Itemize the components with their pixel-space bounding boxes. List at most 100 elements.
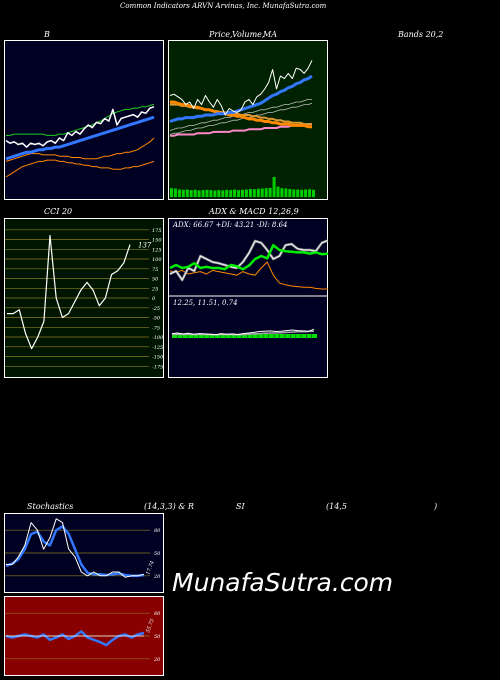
volume-bar <box>268 187 272 197</box>
volume-bar <box>300 189 304 197</box>
price-line <box>169 60 313 116</box>
stochastics-tick-label: 80 <box>154 528 161 534</box>
cci-tick-label: 25 <box>151 286 158 292</box>
volume-bar <box>264 188 268 197</box>
macd-histogram-bar <box>220 334 226 338</box>
cci-tick-label: -175 <box>152 364 163 370</box>
bollinger-price-line <box>5 106 155 148</box>
stochastics-value-label: 17.74 <box>145 560 156 576</box>
volume-bar <box>213 190 217 197</box>
macd-histogram-bar <box>306 334 312 338</box>
macd-line <box>171 328 315 336</box>
volume-bar <box>308 189 312 197</box>
macd-histogram-bar <box>263 334 269 338</box>
volume-bar <box>185 189 189 197</box>
macd-histogram-bar <box>242 334 247 338</box>
rsi-chart: 80 50 20 55.75 <box>4 596 164 676</box>
stochastics-tick-label: 20 <box>153 574 161 580</box>
bollinger-chart <box>4 40 164 200</box>
macd-histogram-bar <box>225 334 231 338</box>
volume-bar <box>256 188 260 197</box>
price-ma-pink-line <box>170 123 312 137</box>
macd-histogram-bar <box>290 334 296 338</box>
rsi-panel: 80 50 20 55.75 <box>4 596 164 676</box>
price-ma-orange-line <box>170 100 312 129</box>
volume-bar <box>209 190 213 197</box>
macd-histogram-bar <box>215 334 221 338</box>
price-volume-panel <box>168 40 328 200</box>
bollinger-panel <box>4 40 164 200</box>
bollinger-middle-band-line <box>5 115 155 161</box>
volume-bar <box>248 189 252 197</box>
volume-bar <box>181 189 185 197</box>
rsi-value-label: 55.75 <box>145 618 156 634</box>
macd-histogram-bar <box>285 334 291 338</box>
volume-bar <box>260 188 264 197</box>
volume-bar <box>233 189 237 197</box>
cci-tick-label: 150 <box>152 238 162 244</box>
minus-di-line <box>169 261 328 290</box>
volume-bar <box>304 189 308 197</box>
volume-bar <box>237 190 241 197</box>
cci-tick-label: -75 <box>152 325 160 331</box>
price-ma-gray-2-line <box>169 102 313 135</box>
cci-line <box>7 235 131 350</box>
cci-tick-label: -50 <box>152 316 161 322</box>
bollinger-upper-band-line <box>6 103 155 136</box>
macd-histogram-bar <box>295 334 301 338</box>
bollinger-short-ma-line <box>5 159 155 178</box>
rsi-tick-label: 80 <box>154 611 161 617</box>
macd-histogram-bar <box>247 334 253 338</box>
volume-bar <box>189 190 193 197</box>
macd-label: 12.25, 11.51, 0.74 <box>173 299 238 307</box>
macd-histogram-bar <box>279 334 285 338</box>
volume-bar <box>280 188 284 197</box>
header-stoch-c: SI <box>236 502 245 511</box>
stochastics-panel: 80 50 20 17.74 <box>4 513 164 593</box>
macd-histogram-bar <box>198 334 204 338</box>
cci-tick-label: 50 <box>152 277 159 283</box>
header-stoch-b: (14,3,3) & R <box>144 502 194 511</box>
volume-bar <box>288 189 292 197</box>
page-title: Common Indicators ARVN Arvinas, Inc. Mun… <box>120 2 327 10</box>
adx-macd-chart <box>168 218 328 378</box>
cci-chart: 175 150 125 100 75 50 25 0 -25 -50 -75 -100 -125 -150… <box>4 218 164 378</box>
rsi-tick-label: 50 <box>154 634 161 640</box>
volume-bar <box>225 189 229 197</box>
cci-tick-label: 175 <box>152 228 162 234</box>
stochastics-fast-line <box>6 518 145 578</box>
header-bands-a: B <box>44 30 50 39</box>
cci-tick-label: 100 <box>152 257 162 263</box>
volume-bar <box>221 190 225 197</box>
volume-bar <box>193 189 197 197</box>
volume-bar <box>312 189 315 197</box>
header-stoch-e: ) <box>434 502 438 511</box>
volume-bar <box>272 177 276 197</box>
plus-di-line <box>169 243 328 271</box>
rsi-tick-label: 20 <box>153 657 161 663</box>
volume-bar <box>252 189 256 197</box>
cci-tick-label: -25 <box>152 306 160 312</box>
volume-bar <box>292 189 296 197</box>
header-stoch-a: Stochastics <box>27 502 74 511</box>
header-cci: CCI 20 <box>44 207 73 216</box>
macd-histogram-bar <box>274 334 280 338</box>
header-adx-macd: ADX & MACD 12,26,9 <box>209 207 299 216</box>
cci-tick-label: 0 <box>152 296 156 302</box>
macd-histogram-bar <box>188 334 194 338</box>
adx-macd-panel <box>168 218 328 378</box>
cci-tick-label: -100 <box>152 335 164 341</box>
adx-label: ADX: 66.67 +DI: 43.21 -DI: 8.64 <box>173 221 288 229</box>
volume-bar <box>217 190 221 197</box>
cci-tick-label: 125 <box>152 247 162 253</box>
cci-value-label: 137 <box>138 242 152 250</box>
volume-bar <box>276 186 280 197</box>
cci-panel: 175 150 125 100 75 50 25 0 -25 -50 -75 -100 -125 -150… <box>4 218 164 378</box>
header-bands-b: Bands 20,2 <box>398 30 444 39</box>
volume-bar <box>241 189 244 197</box>
macd-histogram-bar <box>209 334 215 338</box>
brand-watermark: MunafaSutra.com <box>172 568 394 597</box>
volume-bar <box>244 189 248 197</box>
volume-bar <box>205 189 209 197</box>
